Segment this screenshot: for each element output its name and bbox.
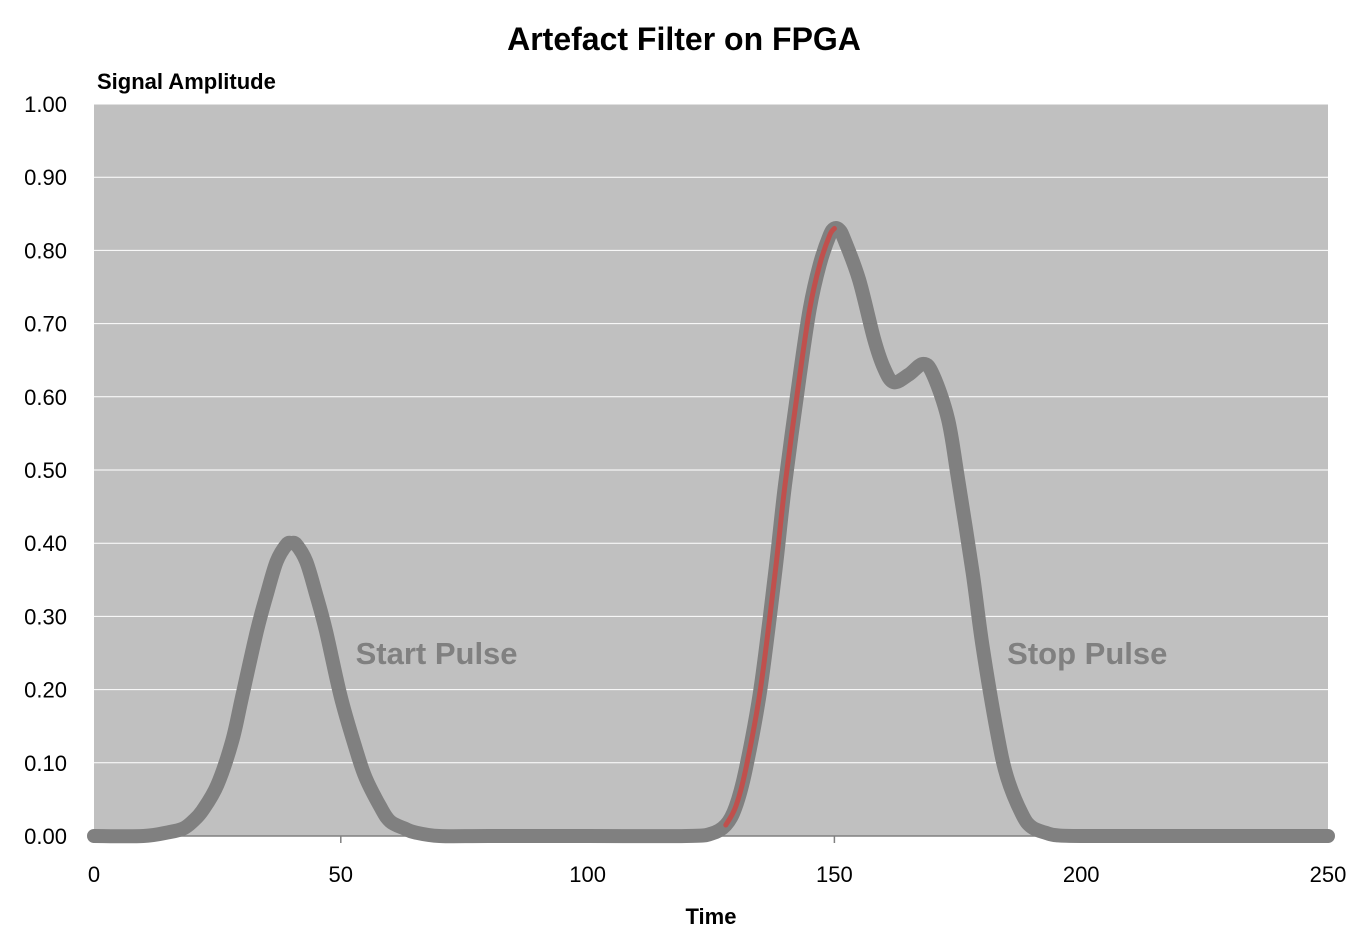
y-tick-label-9: 0.90 (24, 165, 67, 190)
x-tick-label-1: 50 (329, 862, 353, 887)
series-lines (87, 220, 1335, 844)
series-line-1 (723, 225, 837, 828)
x-tick-label-5: 250 (1310, 862, 1347, 887)
y-tick-label-0: 0.00 (24, 824, 67, 849)
tick-labels: 0 50 100 150 200 250 0.00 0.10 0.20 0.30 0.40 0.50 0… (24, 92, 1346, 887)
x-axis-title: Time (686, 904, 737, 929)
annotation-1: Stop Pulse (1007, 636, 1167, 671)
y-tick-label-7: 0.70 (24, 312, 67, 337)
grid-lines (94, 103, 1328, 764)
y-tick-label-8: 0.80 (24, 238, 67, 263)
x-tick-label-2: 100 (569, 862, 606, 887)
y-tick-label-4: 0.40 (24, 531, 67, 556)
y-tick-label-3: 0.30 (24, 604, 67, 629)
annotation-0: Start Pulse (356, 636, 518, 671)
y-tick-label-1: 0.10 (24, 751, 67, 776)
x-tick-label-4: 200 (1063, 862, 1100, 887)
y-tick-label-2: 0.20 (24, 678, 67, 703)
x-tick-label-0: 0 (88, 862, 100, 887)
y-tick-label-6: 0.60 (24, 385, 67, 410)
annotations: Start Pulse Stop Pulse (356, 636, 1168, 671)
y-tick-label-5: 0.50 (24, 458, 67, 483)
chart-title: Artefact Filter on FPGA (507, 21, 861, 57)
x-tick-label-3: 150 (816, 862, 853, 887)
y-tick-label-10: 1.00 (24, 92, 67, 117)
y-axis-title: Signal Amplitude (97, 69, 276, 94)
